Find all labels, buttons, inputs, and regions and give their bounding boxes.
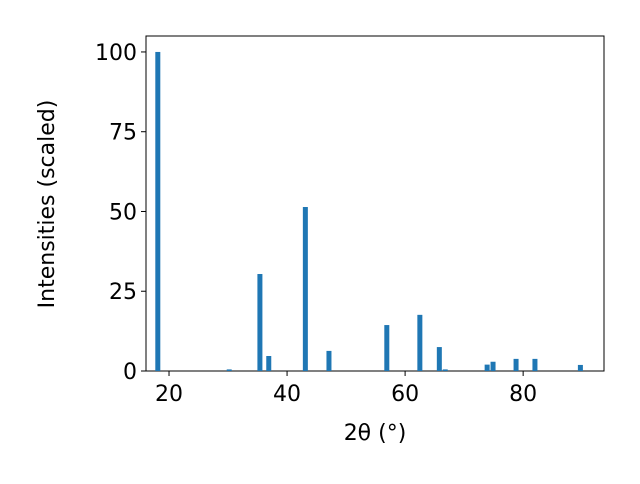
bar xyxy=(266,356,272,371)
y-tick-label: 75 xyxy=(109,121,137,146)
x-tick-label: 20 xyxy=(155,382,183,407)
y-tick-label: 0 xyxy=(123,360,137,385)
bar xyxy=(442,369,448,371)
y-tick-label: 100 xyxy=(95,41,137,66)
bar xyxy=(577,364,583,371)
bar xyxy=(155,51,161,371)
bar xyxy=(384,325,390,371)
bar xyxy=(302,207,308,371)
bar xyxy=(513,358,519,371)
bar xyxy=(226,369,232,371)
bar xyxy=(484,364,490,371)
y-tick-label: 50 xyxy=(109,200,137,225)
y-axis-label: Intensities (scaled) xyxy=(35,100,60,309)
bar xyxy=(532,358,538,371)
x-axis-label: 2θ (°) xyxy=(344,421,407,446)
bar xyxy=(326,350,332,371)
x-tick-label: 40 xyxy=(273,382,301,407)
x-tick-label: 80 xyxy=(509,382,537,407)
bar xyxy=(257,274,263,371)
x-tick-label: 60 xyxy=(391,382,419,407)
y-tick-label: 25 xyxy=(109,280,137,305)
bar xyxy=(417,314,423,371)
bar xyxy=(490,361,496,371)
plot-frame xyxy=(145,35,605,372)
bar xyxy=(436,347,442,371)
